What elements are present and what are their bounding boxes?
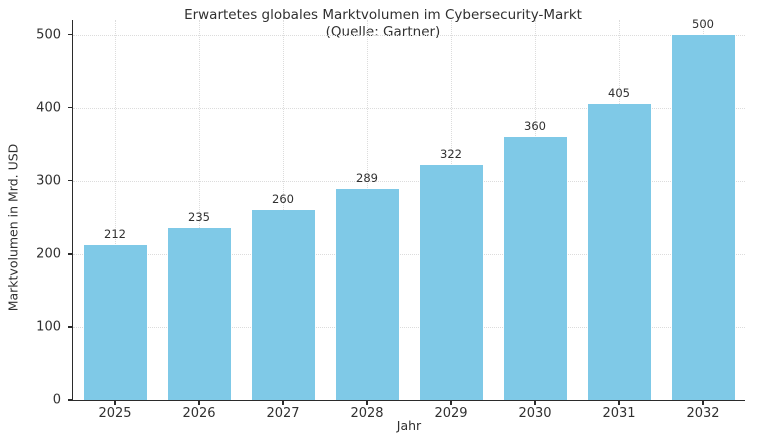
bar-value-label-2031: 405 xyxy=(608,86,630,101)
bar-value-label-2029: 322 xyxy=(440,146,462,161)
chart-title: Erwartetes globales Marktvolumen im Cybe… xyxy=(0,7,766,41)
bar-2026 xyxy=(167,228,231,400)
x-tick-mark xyxy=(198,401,200,405)
gridline-horizontal xyxy=(73,180,745,182)
x-tick-label-2027: 2027 xyxy=(266,406,300,421)
gridline-vertical xyxy=(199,20,200,400)
x-tick-mark xyxy=(366,401,368,405)
gridline-horizontal xyxy=(73,253,745,255)
x-tick-label-2032: 2032 xyxy=(686,406,720,421)
bar-2025 xyxy=(83,245,147,400)
y-tick-label: 300 xyxy=(36,173,61,189)
bar-2032 xyxy=(671,34,735,400)
y-axis-spine xyxy=(72,20,74,401)
x-tick-mark xyxy=(114,401,116,405)
y-tick-mark xyxy=(68,106,72,109)
gridline-vertical xyxy=(115,20,116,400)
bar-2028 xyxy=(335,188,399,400)
y-tick-mark xyxy=(68,253,72,255)
y-tick-label: 500 xyxy=(36,27,61,43)
plot-area: 212 235 260 289 322 360 405 500 xyxy=(73,16,745,400)
x-tick-label-2029: 2029 xyxy=(434,406,468,421)
y-axis-label-container: Marktvolumen in Mrd. USD xyxy=(0,54,26,400)
x-tick-mark xyxy=(534,401,536,405)
bar-2029 xyxy=(419,164,483,400)
bar-2031 xyxy=(587,104,651,400)
chart-title-line-1: Erwartetes globales Marktvolumen im Cybe… xyxy=(184,7,582,23)
x-tick-label-2026: 2026 xyxy=(182,406,216,421)
bar-2027 xyxy=(251,210,315,400)
x-tick-mark xyxy=(450,401,452,405)
y-tick-mark xyxy=(68,326,72,328)
y-axis-label: Marktvolumen in Mrd. USD xyxy=(5,143,21,311)
y-tick-mark xyxy=(68,33,72,36)
x-tick-mark xyxy=(282,401,284,405)
x-tick-mark xyxy=(702,401,704,405)
y-tick-label: 200 xyxy=(36,246,61,262)
y-tick-label: 0 xyxy=(52,392,61,408)
y-tick-label: 100 xyxy=(36,319,61,335)
bar-value-label-2027: 260 xyxy=(272,192,294,206)
gridline-horizontal xyxy=(73,34,745,36)
gridline-horizontal xyxy=(73,107,745,109)
bar-value-label-2030: 360 xyxy=(524,118,546,133)
chart-title-line-2: (Quelle: Gartner) xyxy=(325,24,441,40)
bar-value-label-2032: 500 xyxy=(692,16,714,31)
y-tick-label: 400 xyxy=(36,100,61,116)
bar-value-label-2028: 289 xyxy=(356,170,378,185)
bar-value-label-2026: 235 xyxy=(188,210,210,225)
bar-value-label-2025: 212 xyxy=(104,227,126,242)
x-tick-label-2031: 2031 xyxy=(602,406,636,421)
x-tick-mark xyxy=(618,401,620,405)
y-tick-mark xyxy=(68,399,72,401)
bar-2030 xyxy=(503,136,567,400)
x-tick-label-2025: 2025 xyxy=(98,406,132,421)
x-axis-label: Jahr xyxy=(396,418,422,433)
x-axis-spine xyxy=(73,400,745,402)
y-tick-mark xyxy=(68,180,72,182)
x-tick-label-2028: 2028 xyxy=(350,406,384,421)
gridline-horizontal xyxy=(73,326,745,328)
x-tick-label-2030: 2030 xyxy=(518,406,552,421)
